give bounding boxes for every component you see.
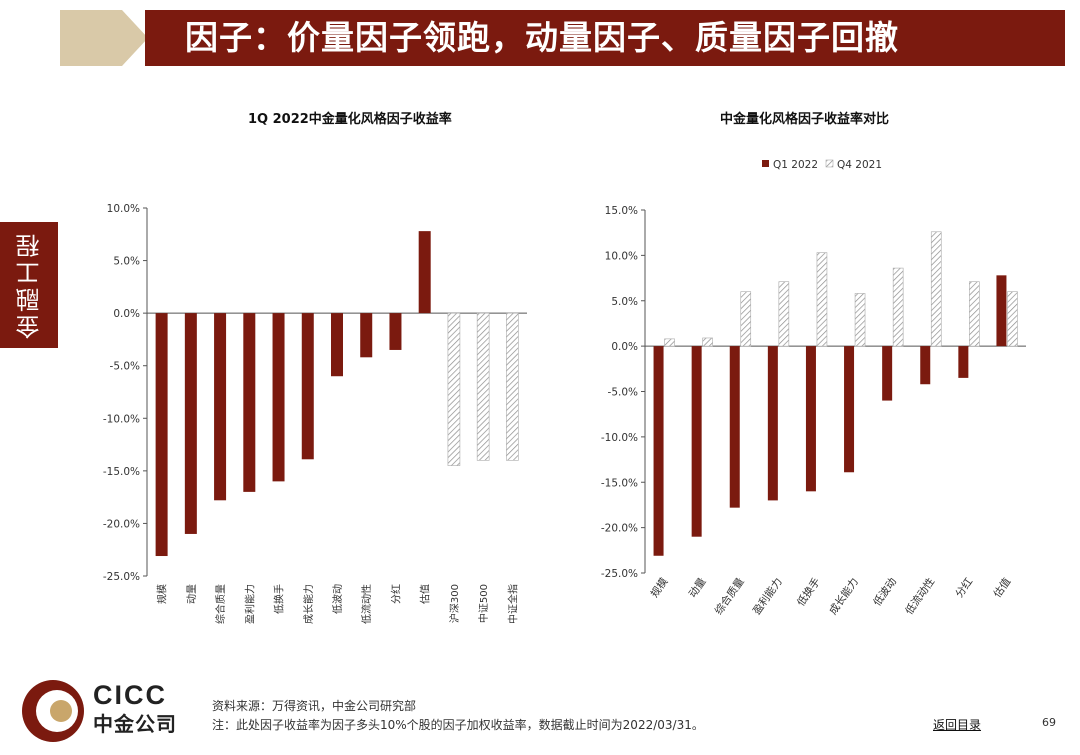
x-category-label: 盈利能力 xyxy=(750,575,785,617)
bar-primary xyxy=(184,313,197,534)
x-category-label: 估值 xyxy=(419,584,432,604)
legend-entry: Q1 2022 xyxy=(773,159,818,171)
logo-text-en: CICC xyxy=(93,680,167,710)
footer-note: 注：此处因子收益率为因子多头10%个股的因子加权收益率，数据截止时间为2022/… xyxy=(212,718,704,732)
y-tick-label: -20.0% xyxy=(103,518,140,530)
bar-secondary xyxy=(816,252,828,347)
x-category-label: 中证500 xyxy=(477,584,490,623)
y-tick-label: -25.0% xyxy=(103,571,140,583)
bar-secondary xyxy=(930,231,942,347)
legend-swatch xyxy=(825,159,834,168)
bar-secondary xyxy=(892,267,904,347)
y-tick-label: -15.0% xyxy=(601,477,638,489)
x-category-label: 中证全指 xyxy=(506,584,519,624)
y-tick-label: -5.0% xyxy=(608,387,638,399)
bar-primary xyxy=(506,312,519,461)
y-tick-label: 5.0% xyxy=(611,296,638,308)
chart2-factor-returns-comparison: 15.0% 10.0% 5.0% 0.0% -5.0% -10.0% -15.0% -20.0… xyxy=(601,159,1026,617)
y-tick-label: -10.0% xyxy=(601,432,638,444)
bar-secondary xyxy=(740,291,752,347)
x-category-label: 成长能力 xyxy=(826,575,861,617)
bar-primary xyxy=(301,313,314,460)
x-category-label: 低流动性 xyxy=(360,584,373,624)
bar-secondary xyxy=(702,337,713,347)
x-category-label: 分红 xyxy=(953,575,976,600)
bar-primary xyxy=(805,346,816,492)
x-category-label: 规模 xyxy=(648,575,671,600)
x-category-label: 动量 xyxy=(687,575,709,599)
bar-primary xyxy=(331,313,343,377)
x-category-label: 综合质量 xyxy=(214,584,227,624)
x-category-label: 综合质量 xyxy=(712,575,747,617)
chart1-title: 1Q 2022中金量化风格因子收益率 xyxy=(248,112,452,127)
chart2-title: 中金量化风格因子收益率对比 xyxy=(720,112,890,127)
bar-primary xyxy=(691,346,702,537)
x-category-label: 盈利能力 xyxy=(243,584,256,624)
y-tick-label: 0.0% xyxy=(611,341,638,353)
bar-primary xyxy=(844,346,855,473)
x-category-label: 低流动性 xyxy=(902,575,937,617)
footer-source: 资料来源：万得资讯，中金公司研究部 xyxy=(212,699,417,713)
y-tick-label: -5.0% xyxy=(110,361,140,373)
x-category-label: 低波动 xyxy=(870,575,899,608)
x-category-label: 低换手 xyxy=(273,584,286,614)
bar-primary xyxy=(729,346,740,508)
y-tick-label: 0.0% xyxy=(113,308,140,320)
page-number: 69 xyxy=(1042,716,1056,729)
legend-swatch xyxy=(762,160,769,167)
bar-primary xyxy=(882,346,893,401)
bar-secondary xyxy=(664,338,675,347)
bar-primary xyxy=(476,312,490,461)
bar-primary xyxy=(653,346,664,556)
x-category-label: 沪深300 xyxy=(448,584,461,623)
y-tick-label: -15.0% xyxy=(103,466,140,478)
y-tick-label: 15.0% xyxy=(605,205,638,217)
bar-secondary xyxy=(969,281,980,347)
bar-secondary xyxy=(778,281,790,347)
bar-primary xyxy=(155,313,168,557)
x-category-label: 估值 xyxy=(991,575,1014,600)
x-category-label: 规模 xyxy=(156,584,169,604)
bar-primary xyxy=(214,313,227,501)
bar-primary xyxy=(920,346,931,385)
legend-entry: Q4 2021 xyxy=(837,159,882,171)
bar-primary xyxy=(360,313,373,358)
x-category-label: 低换手 xyxy=(794,575,823,608)
y-tick-label: 10.0% xyxy=(107,203,140,215)
bar-secondary xyxy=(854,293,866,347)
back-to-contents-link[interactable]: 返回目录 xyxy=(933,718,982,732)
bar-primary xyxy=(767,346,778,501)
page-title: 因子：价量因子领跑，动量因子、质量因子回撤 xyxy=(145,10,1065,66)
bar-primary xyxy=(447,312,461,466)
y-tick-label: 10.0% xyxy=(605,250,638,262)
x-category-label: 低波动 xyxy=(331,584,344,614)
y-tick-label: -20.0% xyxy=(601,523,638,535)
section-side-tab[interactable]: 金融工程 xyxy=(0,222,58,348)
bar-primary xyxy=(272,313,285,482)
y-tick-label: -25.0% xyxy=(601,568,638,580)
bar-primary xyxy=(243,313,256,492)
bar-primary xyxy=(958,346,969,378)
y-tick-label: -10.0% xyxy=(103,413,140,425)
bar-primary xyxy=(996,275,1007,347)
bar-primary xyxy=(418,231,431,314)
x-category-label: 成长能力 xyxy=(302,584,315,624)
logo-text-cn: 中金公司 xyxy=(93,712,177,736)
chart1-factor-returns: 10.0% 5.0% 0.0% -5.0% -10.0% -15.0% -20.0% -25.… xyxy=(103,203,527,624)
cicc-logo-icon xyxy=(22,680,84,742)
bar-secondary xyxy=(1007,291,1018,347)
x-category-label: 分红 xyxy=(389,584,402,604)
x-category-label: 动量 xyxy=(186,584,198,604)
bar-primary xyxy=(389,313,402,350)
y-tick-label: 5.0% xyxy=(113,256,140,268)
